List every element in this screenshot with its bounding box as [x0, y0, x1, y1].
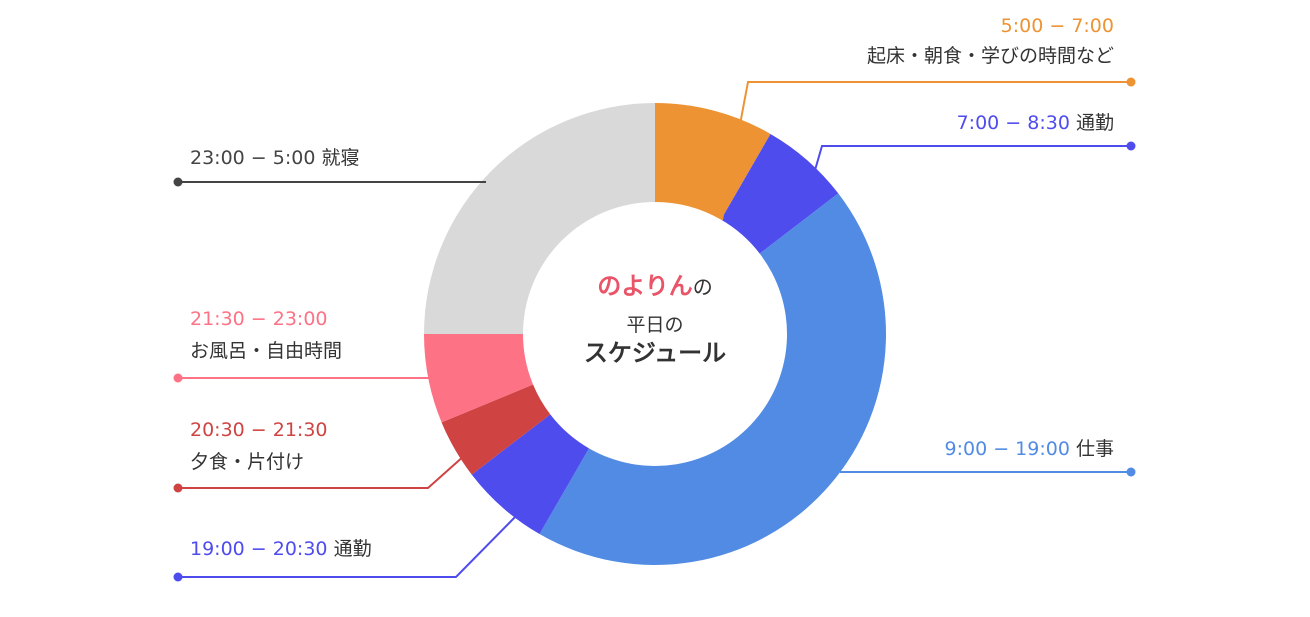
label-commute-morning: 7:00 − 8:30 通勤	[800, 111, 1114, 135]
chart-center-title: のよりんの 平日の スケジュール	[545, 270, 765, 369]
label-sleep-time: 23:00 − 5:00	[190, 147, 316, 169]
center-no: の	[692, 275, 713, 299]
leader-dot-0	[1126, 77, 1136, 87]
label-commute-morning-activity: 通勤	[1075, 112, 1114, 134]
donut-slice-6	[424, 103, 655, 334]
donut-slice-0	[655, 103, 771, 220]
leader-line-4	[178, 454, 466, 489]
label-dinner: 20:30 − 21:30 夕食・片付け	[190, 418, 328, 474]
label-sleep: 23:00 − 5:00 就寝	[190, 146, 359, 170]
label-bath-activity: お風呂・自由時間	[190, 340, 343, 362]
leader-line-1	[799, 145, 1131, 223]
donut-slice-2	[539, 193, 887, 566]
leader-dot-5	[173, 373, 183, 383]
leader-dot-6	[173, 177, 183, 187]
leader-line-0	[721, 81, 1131, 221]
label-work: 9:00 − 19:00 仕事	[820, 437, 1114, 461]
label-sleep-activity: 就寝	[321, 147, 360, 169]
leader-dot-4	[173, 483, 183, 493]
donut-slice-4	[441, 384, 551, 475]
donut-slice-5	[424, 334, 534, 423]
center-name: のよりん	[597, 272, 693, 300]
label-bath: 21:30 − 23:00 お風呂・自由時間	[190, 307, 342, 363]
label-commute-morning-time: 7:00 − 8:30	[956, 112, 1070, 134]
label-bath-time: 21:30 − 23:00	[190, 308, 328, 330]
leader-dot-3	[173, 572, 183, 582]
center-title-line3: スケジュール	[583, 339, 727, 367]
label-commute-evening-time: 19:00 − 20:30	[190, 538, 328, 560]
center-title-line1: のよりんの	[545, 270, 765, 303]
label-dinner-time: 20:30 − 21:30	[190, 419, 328, 441]
leader-line-3	[178, 511, 521, 578]
label-work-time: 9:00 − 19:00	[944, 438, 1070, 460]
label-commute-evening: 19:00 − 20:30 通勤	[190, 537, 372, 561]
center-title-line2: 平日の	[626, 314, 684, 336]
label-morning: 5:00 − 7:00 起床・朝食・学びの時間など	[690, 14, 1114, 68]
label-dinner-activity: 夕食・片付け	[190, 451, 305, 473]
label-work-activity: 仕事	[1075, 438, 1114, 460]
leader-dot-2	[1126, 467, 1136, 477]
donut-slice-1	[721, 133, 839, 254]
label-morning-activity: 起床・朝食・学びの時間など	[866, 45, 1114, 67]
donut-slice-3	[471, 414, 589, 535]
label-morning-time: 5:00 − 7:00	[1000, 15, 1114, 37]
leader-dot-1	[1126, 141, 1136, 151]
label-commute-evening-activity: 通勤	[333, 538, 372, 560]
